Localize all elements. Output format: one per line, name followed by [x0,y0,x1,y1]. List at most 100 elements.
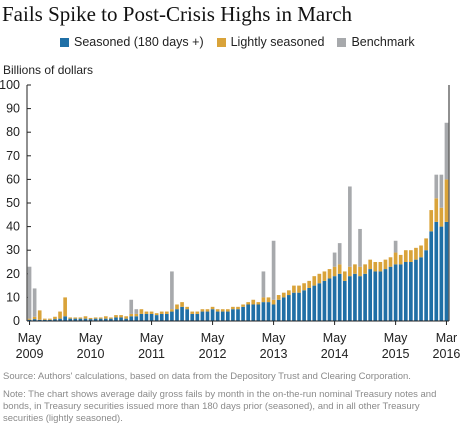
bar-lightly [164,311,169,314]
bar-seasoned [58,318,62,321]
legend-label-lightly-seasoned: Lightly seasoned [230,35,325,49]
bar-lightly [276,295,281,300]
bar-seasoned [42,319,47,321]
bar-seasoned [175,309,179,321]
bar-lightly [58,311,62,319]
bar-lightly [317,273,322,284]
bar-lightly [175,304,179,310]
bar-lightly [144,311,149,314]
bar-seasoned [170,311,174,321]
bar-lightly [327,269,332,279]
bar-seasoned [144,313,149,321]
bar-seasoned [429,231,434,321]
bar-seasoned [241,306,245,321]
bar-seasoned [205,311,210,321]
bar-seasoned [434,221,439,321]
bar-lightly [27,318,32,320]
bar-lightly [398,254,403,265]
bar-lightly [149,311,154,314]
bar-seasoned [312,285,317,321]
bar-lightly [241,304,245,307]
bar-seasoned [378,271,383,321]
bar-seasoned [48,319,52,321]
bar-benchmark [170,271,174,310]
bar-lightly [419,245,423,258]
y-tick-label: 60 [6,172,20,186]
x-tick-label-month: May [262,331,286,345]
bar-lightly [307,280,312,288]
bar-lightly [103,316,108,319]
x-tick-label-month: May [323,331,347,345]
legend-swatch-benchmark [337,37,347,47]
bar-benchmark [129,299,134,314]
legend-item-seasoned: Seasoned (180 days +) [60,35,204,49]
bar-seasoned [332,276,337,321]
bar-lightly [409,250,413,262]
y-tick-label: 100 [0,78,20,92]
bar-seasoned [159,313,164,321]
bar-seasoned [271,304,276,321]
bar-seasoned [398,264,403,321]
bar-lightly [266,297,271,303]
bar-lightly [302,283,306,291]
bar-lightly [32,316,37,320]
y-tick-label: 40 [6,220,20,234]
bar-lightly [220,309,225,312]
bar-lightly [119,315,123,318]
bar-seasoned [68,318,73,321]
bar-lightly [373,262,378,272]
legend-item-lightly-seasoned: Lightly seasoned [216,35,325,49]
bar-seasoned [363,273,367,321]
bar-lightly [434,198,439,222]
bar-benchmark [434,174,439,199]
bar-seasoned [231,309,235,321]
bar-benchmark [358,228,362,267]
legend-swatch-seasoned [60,37,69,47]
bar-seasoned [154,315,159,321]
bar-lightly [439,207,444,227]
bar-seasoned [393,264,398,321]
bar-seasoned [129,316,134,321]
bar-seasoned [414,259,418,321]
bar-lightly [134,313,139,317]
bar-seasoned [190,313,195,321]
bar-lightly [205,309,210,312]
bar-lightly [281,292,286,298]
y-tick-label: 90 [6,102,20,116]
x-tick-label-year: 2013 [260,347,288,361]
bar-seasoned [164,313,169,321]
bar-lightly [154,313,159,316]
bar-seasoned [256,304,261,321]
bar-seasoned [368,269,373,321]
bar-seasoned [200,311,205,321]
bar-lightly [210,306,215,310]
bar-seasoned [210,309,215,321]
bar-lightly [271,299,276,305]
bar-seasoned [226,311,230,321]
bar-seasoned [93,318,98,321]
legend: Seasoned (180 days +) Lightly seasoned B… [60,35,428,49]
bar-seasoned [119,317,123,321]
x-tick-label-month: May [79,331,103,345]
bar-seasoned [287,295,291,321]
bar-lightly [73,317,78,319]
bar-seasoned [281,297,286,321]
bar-seasoned [388,266,393,321]
bar-benchmark [439,174,444,208]
bar-lightly [424,238,428,251]
bar-lightly [403,250,408,262]
bar-lightly [332,266,337,277]
bar-lightly [383,259,388,270]
bar-seasoned [444,221,449,321]
x-tick-label-year: 2012 [199,347,227,361]
y-tick-label: 10 [6,290,20,304]
bar-seasoned [73,318,78,321]
y-tick-label: 20 [6,267,20,281]
bar-lightly [226,309,230,312]
bar-lightly [348,266,352,277]
bar-seasoned [348,276,352,321]
bar-benchmark [261,271,266,298]
bar-lightly [322,271,327,281]
bar-seasoned [439,226,444,321]
bar-lightly [195,311,200,314]
